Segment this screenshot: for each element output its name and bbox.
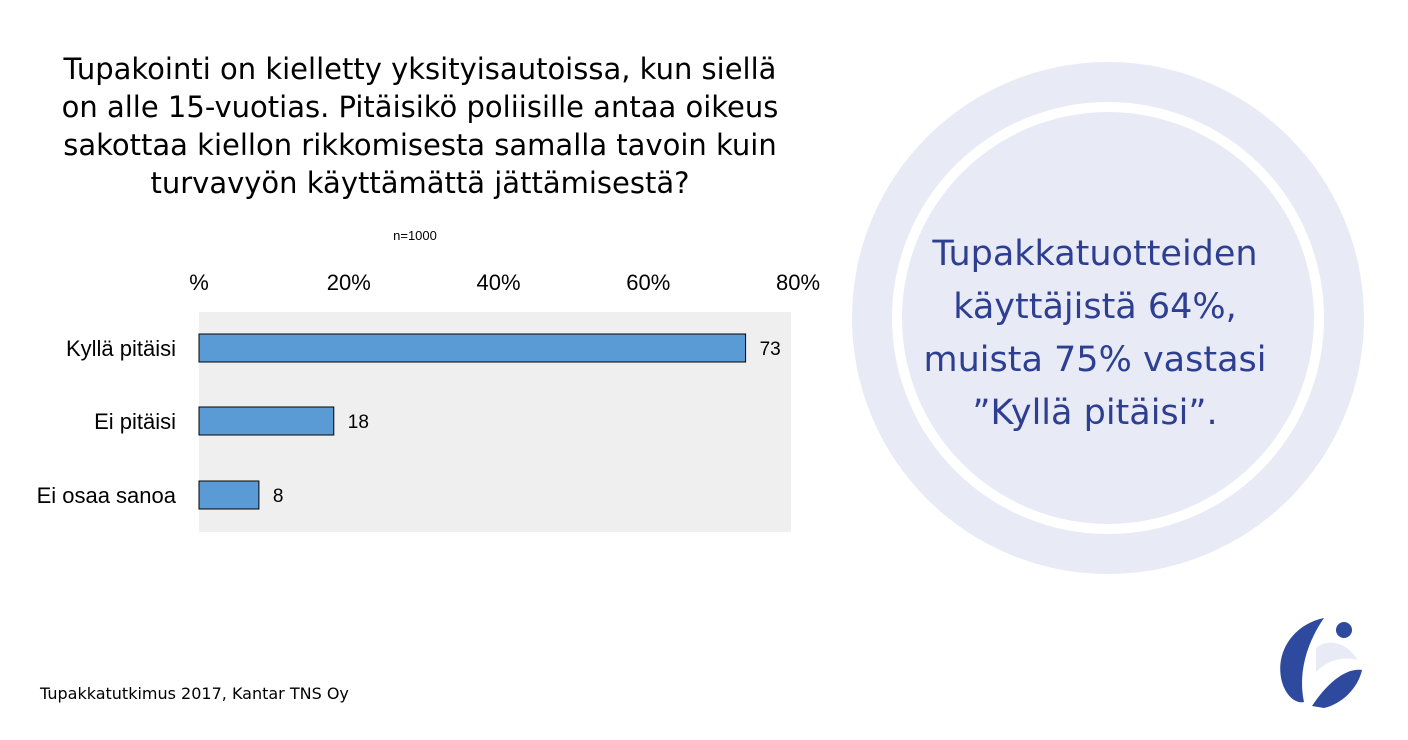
x-tick-label: % xyxy=(189,270,209,295)
category-label: Ei osaa sanoa xyxy=(37,483,177,508)
callout-line: ”Kyllä pitäisi”. xyxy=(972,393,1218,433)
callout-circle-core xyxy=(902,112,1314,524)
title-line: sakottaa kiellon rikkomisesta samalla ta… xyxy=(63,128,777,162)
organization-logo-icon xyxy=(1280,618,1362,708)
callout-line: Tupakkatuotteiden xyxy=(932,234,1258,274)
bar xyxy=(198,480,260,510)
bar-chart: % 20% 40% 60% 80% Kyllä pitäisi 73 Ei pitäisi 18… xyxy=(37,270,820,532)
data-label: 8 xyxy=(273,486,284,507)
data-label: 18 xyxy=(348,412,369,433)
title-line: turvavyön käyttämättä jättämisestä? xyxy=(150,166,690,200)
callout-line: käyttäjistä 64%, xyxy=(953,287,1237,327)
title-line: Tupakointi on kielletty yksityisautoissa… xyxy=(63,52,777,86)
category-label: Ei pitäisi xyxy=(94,409,176,434)
x-tick-label: 80% xyxy=(776,270,820,295)
x-tick-label: 20% xyxy=(327,270,371,295)
bar xyxy=(198,406,335,436)
callout-text: Tupakkatuotteiden käyttäjistä 64%, muist… xyxy=(890,228,1300,440)
callout-circle xyxy=(852,62,1364,574)
data-label: 73 xyxy=(760,339,781,360)
title-line: on alle 15-vuotias. Pitäisikö poliisille… xyxy=(61,90,779,124)
x-tick-label: 60% xyxy=(626,270,670,295)
category-label: Kyllä pitäisi xyxy=(66,336,176,361)
sample-size-label: n=1000 xyxy=(393,228,437,243)
source-note: Tupakkatutkimus 2017, Kantar TNS Oy xyxy=(40,684,349,703)
chart-title: Tupakointi on kielletty yksityisautoissa… xyxy=(20,50,820,202)
callout-line: muista 75% vastasi xyxy=(923,340,1267,380)
bar xyxy=(198,333,747,363)
x-tick-label: 40% xyxy=(476,270,520,295)
callout-circle-ring xyxy=(892,102,1324,534)
